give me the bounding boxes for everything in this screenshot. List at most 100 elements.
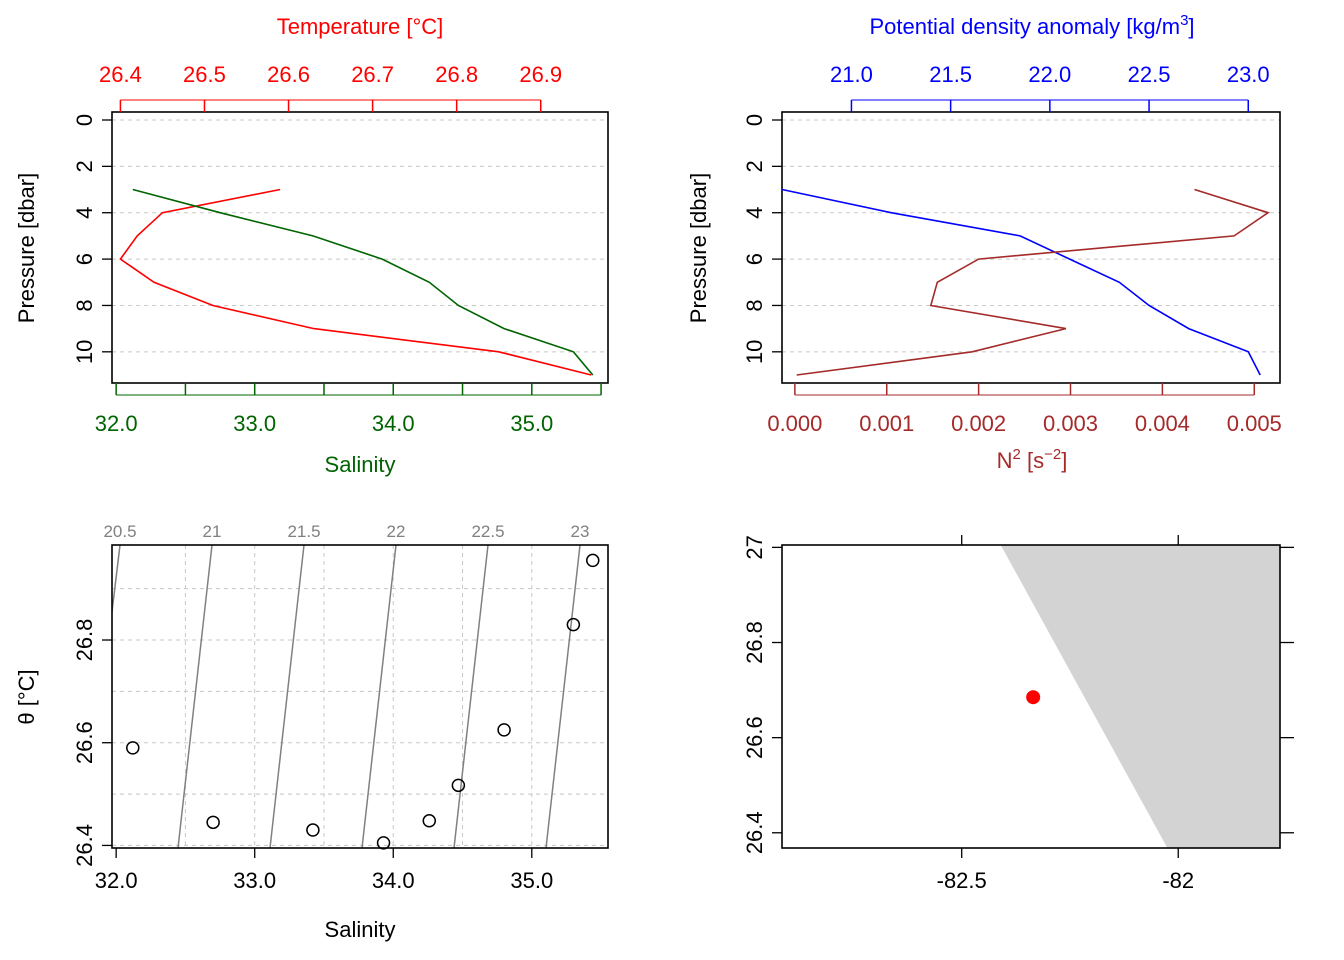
y-tick-label: 6 <box>742 253 767 265</box>
ts-point <box>126 741 140 755</box>
n2-line <box>796 188 1270 376</box>
panel2-bottom-axis-label: N2 [s−2] <box>997 446 1068 473</box>
isopycnal-label-22-5: 22.5 <box>471 522 504 541</box>
panel2-y-axis-label: Pressure [dbar] <box>686 173 711 323</box>
ts-point <box>376 836 391 850</box>
temperature-line <box>119 188 592 376</box>
y-tick-label: 4 <box>72 207 97 219</box>
bottom-tick-label: 33.0 <box>233 411 276 436</box>
top-tick-label: 21.0 <box>830 62 873 87</box>
y-tick-label: 0 <box>72 114 97 126</box>
top-tick-label: 26.4 <box>99 62 142 87</box>
panel4-frame <box>781 544 1281 849</box>
panel3-frame <box>111 544 609 849</box>
panel3-gridlines <box>112 545 608 848</box>
panel2-series <box>781 188 1270 376</box>
isopycnal-23 <box>545 545 581 848</box>
isopycnal-22-5 <box>453 545 489 848</box>
y-tick-label: 4 <box>742 207 767 219</box>
isopycnal-21 <box>177 545 213 848</box>
panel3-isopycnals <box>112 545 581 848</box>
ts-point <box>586 553 600 568</box>
panel3-y-axis-label: θ [°C] <box>14 669 39 724</box>
isopycnal-label-21-5: 21.5 <box>287 522 320 541</box>
x-tick-label: -82.5 <box>937 868 987 893</box>
top-tick-label: 26.5 <box>183 62 226 87</box>
density-line <box>781 188 1261 376</box>
panel1-y-axis-label: Pressure [dbar] <box>14 173 39 323</box>
y-tick-label: 26.6 <box>742 716 767 759</box>
ts-point <box>566 617 581 632</box>
panel1-series <box>119 188 594 376</box>
map-land-polygon <box>1000 545 1280 848</box>
isopycnal-21-5 <box>269 545 305 848</box>
top-tick-label: 22.0 <box>1028 62 1071 87</box>
top-tick-label: 26.6 <box>267 62 310 87</box>
panel-temperature-salinity-profile: 0 2 4 6 8 10 26.4 26.5 26.6 26.7 26.8 26.9 32.0 33.0 3… <box>14 14 609 477</box>
y-tick-label: 8 <box>72 299 97 311</box>
y-tick-label: 10 <box>742 340 767 364</box>
y-tick-label: 6 <box>72 253 97 265</box>
panel4-axes: -82.5 -82 26.4 26.6 26.8 27 <box>742 535 1294 893</box>
panel3-axes: 32.0 33.0 34.0 35.0 26.4 26.6 26.8 <box>72 619 553 893</box>
top-tick-label: 22.5 <box>1128 62 1171 87</box>
panel2-top-axis-label: Potential density anomaly [kg/m3] <box>869 12 1194 39</box>
y-tick-label: 26.8 <box>72 619 97 662</box>
bottom-tick-label: 32.0 <box>95 411 138 436</box>
panel1-gridlines <box>112 119 608 353</box>
x-tick-label: 34.0 <box>372 868 415 893</box>
isopycnal-label-23: 23 <box>571 522 590 541</box>
x-tick-label: 32.0 <box>95 868 138 893</box>
bottom-tick-label: 34.0 <box>372 411 415 436</box>
panel-ts-diagram: 20.5 21 21.5 22 22.5 23 32.0 33.0 34.0 35.0… <box>14 522 609 942</box>
panel2-axes: 0 2 4 6 8 10 21.0 21.5 22.0 22.5 23.0 0.000 0.001 0.0… <box>742 62 1282 436</box>
panel2-gridlines <box>782 119 1280 353</box>
panel3-points <box>126 553 600 850</box>
y-tick-label: 26.4 <box>742 811 767 854</box>
y-tick-label: 27 <box>742 535 767 559</box>
ts-point <box>206 815 220 830</box>
top-tick-label: 23.0 <box>1227 62 1270 87</box>
top-tick-label: 26.7 <box>351 62 394 87</box>
panel1-frame <box>111 111 609 384</box>
y-tick-label: 2 <box>742 160 767 172</box>
top-tick-label: 21.5 <box>929 62 972 87</box>
y-tick-label: 0 <box>742 114 767 126</box>
bottom-tick-label: 35.0 <box>510 411 553 436</box>
ts-point <box>497 723 511 737</box>
top-tick-label: 26.9 <box>519 62 562 87</box>
ts-point <box>422 814 437 828</box>
x-tick-label: 35.0 <box>510 868 553 893</box>
x-tick-label: 33.0 <box>233 868 276 893</box>
y-tick-label: 2 <box>72 160 97 172</box>
ts-point <box>451 778 466 793</box>
x-tick-label: -82 <box>1162 868 1194 893</box>
salinity-line <box>132 188 594 376</box>
bottom-tick-label: 0.000 <box>767 411 822 436</box>
panel2-frame <box>781 111 1281 384</box>
bottom-tick-label: 0.003 <box>1043 411 1098 436</box>
panel1-top-axis-label: Temperature [°C] <box>277 14 444 39</box>
bottom-tick-label: 0.002 <box>951 411 1006 436</box>
panel-density-n2-profile: 0 2 4 6 8 10 21.0 21.5 22.0 22.5 23.0 0.000 0.001 0.0… <box>686 12 1282 473</box>
panel3-x-axis-label: Salinity <box>325 917 396 942</box>
isopycnal-label-20-5: 20.5 <box>103 522 136 541</box>
y-tick-label: 26.6 <box>72 721 97 764</box>
bottom-tick-label: 0.001 <box>859 411 914 436</box>
y-tick-label: 26.8 <box>742 621 767 664</box>
station-marker <box>1026 690 1041 705</box>
panel-station-map: -82.5 -82 26.4 26.6 26.8 27 <box>742 535 1294 893</box>
ts-point <box>306 823 320 837</box>
isopycnal-22 <box>361 545 397 848</box>
y-tick-label: 8 <box>742 299 767 311</box>
bottom-tick-label: 0.004 <box>1135 411 1190 436</box>
isopycnal-label-21: 21 <box>203 522 222 541</box>
y-tick-label: 26.4 <box>72 824 97 867</box>
panel1-bottom-axis-label: Salinity <box>325 452 396 477</box>
top-tick-label: 26.8 <box>435 62 478 87</box>
y-tick-label: 10 <box>72 340 97 364</box>
panel1-axes: 0 2 4 6 8 10 26.4 26.5 26.6 26.7 26.8 26.9 32.0 33.0 3… <box>72 62 602 436</box>
bottom-tick-label: 0.005 <box>1227 411 1282 436</box>
isopycnal-label-22: 22 <box>387 522 406 541</box>
